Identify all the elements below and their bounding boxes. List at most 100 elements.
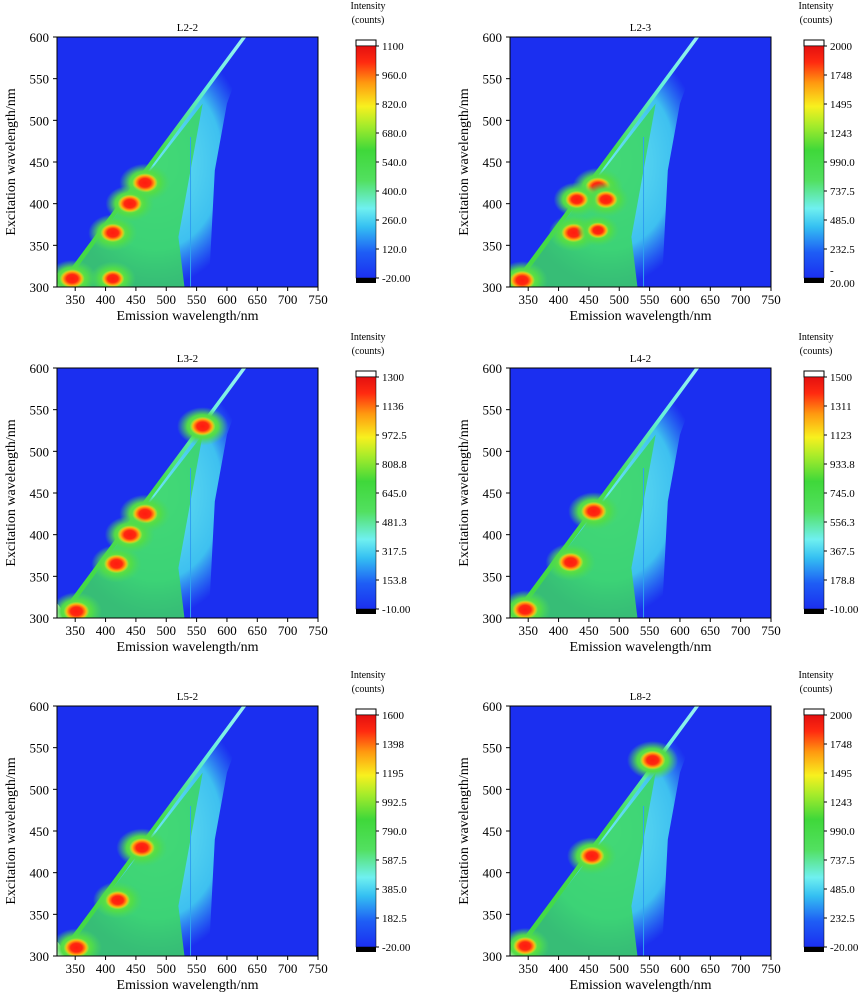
colorbar-tick-label: -10.00: [830, 604, 859, 616]
colorbar-tick-label: 1243: [830, 128, 853, 140]
x-tick-label: 350: [65, 961, 85, 976]
colorbar-tick-label: 1495: [830, 99, 853, 111]
plot-area: [57, 706, 318, 956]
y-tick-label: 550: [483, 741, 503, 756]
x-tick-label: 350: [518, 623, 538, 638]
y-tick-label: 300: [30, 949, 50, 964]
colorbar-title: (counts): [800, 15, 833, 26]
y-tick-label: 500: [483, 444, 503, 459]
colorbar-tick-label: 737.5: [830, 855, 855, 867]
y-tick-label: 600: [483, 361, 503, 376]
colorbar-tick-label: -20.00: [830, 942, 859, 954]
colorbar-tick-label: 1398: [382, 739, 405, 751]
peak-mark: [594, 190, 618, 209]
x-tick-label: 500: [610, 623, 630, 638]
y-tick-label: 400: [30, 197, 50, 212]
peak-mark: [100, 223, 126, 243]
y-tick-label: 550: [30, 741, 50, 756]
x-tick-label: 450: [126, 292, 146, 307]
colorbar-tick-label: 481.3: [382, 517, 407, 529]
colorbar-tick-label: 972.5: [382, 430, 407, 442]
x-tick-label: 350: [518, 961, 538, 976]
peak-mark: [580, 501, 607, 521]
x-tick-label: 650: [701, 961, 721, 976]
x-tick-label: 400: [549, 292, 569, 307]
x-tick-label: 550: [187, 623, 207, 638]
peak-mark: [558, 552, 584, 572]
y-tick-label: 450: [483, 824, 503, 839]
peak-mark: [639, 750, 666, 770]
eem-panel: L5-2 350 400 450 500 550 600 650 700 750 Emission …: [4, 670, 411, 993]
colorbar-tick-label: 367.5: [830, 546, 855, 558]
x-tick-label: 400: [549, 961, 569, 976]
colorbar-top-swatch: [355, 39, 377, 47]
colorbar-tick-label: 2000: [830, 41, 853, 53]
x-tick-label: 450: [579, 961, 599, 976]
colorbar-tick-label: 645.0: [382, 488, 407, 500]
eem-panel: L3-2 350 400 450 500 550 600 650 700 750 Emission …: [4, 332, 411, 655]
panel-title: L8-2: [630, 691, 651, 703]
y-tick-label: 400: [30, 866, 50, 881]
y-tick-label: 600: [483, 699, 503, 714]
x-tick-label: 600: [670, 961, 690, 976]
colorbar-tick-label: 1311: [830, 401, 852, 413]
colorbar-tick-label: 120.0: [382, 244, 407, 256]
colorbar-bottom-swatch: [804, 278, 824, 283]
x-tick-label: 400: [96, 292, 116, 307]
x-axis-label: Emission wavelength/nm: [570, 978, 712, 993]
colorbar-tick-label: 587.5: [382, 855, 407, 867]
x-tick-label: 650: [248, 292, 268, 307]
colorbar-tick-label: 990.0: [830, 826, 855, 838]
colorbar: [355, 45, 377, 279]
peak-mark: [579, 846, 605, 866]
colorbar-title: Intensity: [799, 670, 834, 681]
colorbar-tick-label: 556.3: [830, 517, 855, 529]
colorbar-tick-label: 178.8: [830, 575, 855, 587]
peak-mark: [105, 890, 131, 910]
x-tick-label: 350: [65, 292, 85, 307]
x-tick-label: 550: [640, 292, 660, 307]
y-axis-label: Excitation wavelength/nm: [457, 757, 472, 904]
peak-mark: [63, 601, 90, 618]
colorbar-top-swatch: [803, 708, 825, 716]
plot-area: [510, 37, 771, 287]
colorbar-tick-label: 182.5: [382, 913, 407, 925]
y-tick-label: 500: [483, 113, 503, 128]
y-tick-label: 550: [30, 403, 50, 418]
peak-mark: [103, 554, 130, 574]
y-tick-label: 350: [483, 569, 503, 584]
y-axis-label: Excitation wavelength/nm: [4, 757, 19, 904]
x-tick-label: 750: [761, 292, 781, 307]
colorbar: [355, 714, 377, 948]
x-tick-label: 650: [248, 961, 268, 976]
colorbar-tick-label: 1500: [830, 372, 853, 384]
x-tick-label: 550: [640, 623, 660, 638]
y-tick-label: 550: [30, 72, 50, 87]
peak-mark: [189, 416, 216, 436]
plot-area: [510, 706, 771, 956]
colorbar-tick-label: 790.0: [382, 826, 407, 838]
colorbar: [803, 714, 825, 948]
plot-area: [510, 368, 771, 618]
x-tick-label: 450: [579, 623, 599, 638]
colorbar-bottom-swatch: [356, 278, 376, 283]
colorbar-tick-label: 2000: [830, 710, 853, 722]
y-tick-label: 400: [483, 866, 503, 881]
y-tick-label: 400: [483, 528, 503, 543]
colorbar-tick-label: 1123: [830, 430, 852, 442]
y-tick-label: 450: [483, 486, 503, 501]
x-tick-label: 650: [701, 623, 721, 638]
peak-mark: [512, 600, 538, 618]
green-region: [60, 103, 203, 287]
y-tick-label: 550: [483, 72, 503, 87]
panel-title: L3-2: [177, 353, 198, 365]
colorbar-tick-label: 960.0: [382, 70, 407, 82]
eem-panel: L4-2 350 400 450 500 550 600 650 700 750 Emission …: [457, 332, 859, 655]
y-axis-label: Excitation wavelength/nm: [4, 88, 19, 235]
peak-mark: [101, 270, 125, 287]
colorbar-tick-label: 232.5: [830, 244, 855, 256]
colorbar-tick-label: 745.0: [830, 488, 855, 500]
colorbar-tick-label: 820.0: [382, 99, 407, 111]
x-tick-label: 600: [217, 623, 237, 638]
y-tick-label: 350: [30, 238, 50, 253]
